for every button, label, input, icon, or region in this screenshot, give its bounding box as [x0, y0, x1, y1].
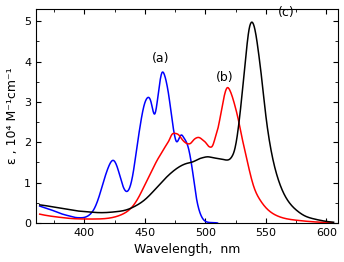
Text: (a): (a) — [152, 52, 169, 65]
Y-axis label: ε , 10⁴ M⁻¹cm⁻¹: ε , 10⁴ M⁻¹cm⁻¹ — [6, 68, 19, 164]
Text: (b): (b) — [216, 71, 234, 84]
Text: (c): (c) — [278, 6, 295, 19]
X-axis label: Wavelength,  nm: Wavelength, nm — [134, 243, 240, 256]
